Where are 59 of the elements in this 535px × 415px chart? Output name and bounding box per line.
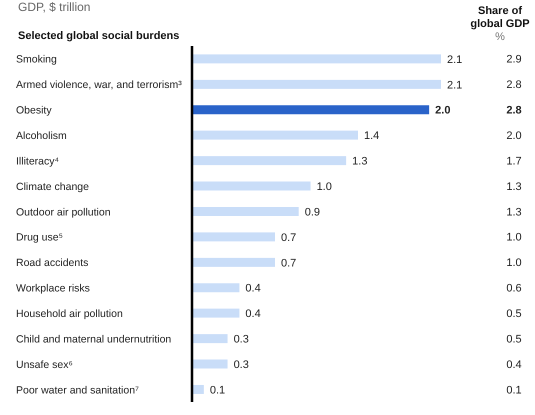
text: 2.8: [506, 79, 522, 92]
data-label: 0.3: [234, 359, 249, 372]
y-tick-label: Smoking: [16, 54, 58, 66]
y-tick-label: Armed violence, war, and terrorism³: [16, 79, 182, 92]
data-label: 0.7: [281, 232, 296, 244]
bar: [192, 258, 275, 267]
y-tick-label: Illiteracy⁴: [16, 155, 60, 168]
bar: [192, 182, 311, 191]
bar: [192, 308, 240, 318]
data-label: 0.7: [281, 257, 296, 270]
data-label: 0.4: [245, 282, 261, 295]
text: 1.7: [506, 155, 522, 168]
bar: [192, 156, 346, 166]
text: 0.6: [506, 282, 522, 295]
data-label: 1.4: [364, 130, 380, 142]
text: 1.0: [506, 232, 522, 244]
text: 2.8: [506, 104, 522, 117]
text: GDP, $ trillion: [18, 0, 90, 14]
bar: [192, 80, 441, 89]
bar: [192, 54, 441, 64]
y-tick-label: Unsafe sex⁶: [16, 358, 73, 371]
bar: [192, 334, 228, 344]
text: 0.5: [506, 333, 522, 346]
text: 0.1: [506, 384, 522, 396]
bar: [192, 130, 358, 140]
text: 2.9: [506, 54, 522, 66]
y-tick-label: Workplace risks: [16, 282, 90, 295]
data-label: 0.4: [245, 308, 261, 320]
data-label: 1.0: [316, 181, 332, 194]
bar: [192, 232, 275, 242]
data-label: 0.1: [210, 384, 226, 396]
data-label: 2.1: [447, 54, 462, 66]
y-tick-label: Obesity: [16, 104, 52, 117]
bar: [192, 105, 430, 114]
text: Share of global GDP: [469, 5, 531, 31]
y-axis-title: Selected global social burdens: [18, 30, 180, 42]
y-tick-label: Household air pollution: [16, 308, 123, 320]
y-tick-label: Climate change: [16, 180, 90, 193]
bar: [192, 206, 299, 216]
text: 1.3: [506, 206, 522, 218]
bar: [192, 360, 228, 369]
text: %: [494, 31, 506, 44]
y-tick-label: Alcoholism: [16, 130, 68, 142]
text: 1.0: [506, 257, 522, 270]
y-tick-label: Outdoor air pollution: [16, 206, 111, 218]
y-tick-label: Poor water and sanitation⁷: [16, 384, 140, 396]
text: 1.3: [506, 180, 522, 193]
y-tick-label: Child and maternal undernutrition: [16, 333, 172, 346]
bar: [192, 283, 240, 292]
text: 0.4: [506, 358, 522, 371]
text: 0.5: [506, 308, 522, 320]
data-label: 0.9: [304, 206, 320, 218]
y-tick-label: Drug use⁵: [16, 232, 63, 244]
data-label: 1.3: [352, 156, 368, 168]
data-label: 2.0: [435, 104, 450, 117]
text: 2.0: [506, 130, 522, 142]
data-label: 0.3: [234, 334, 249, 346]
y-tick-label: Road accidents: [16, 257, 88, 270]
data-label: 2.1: [447, 79, 462, 92]
